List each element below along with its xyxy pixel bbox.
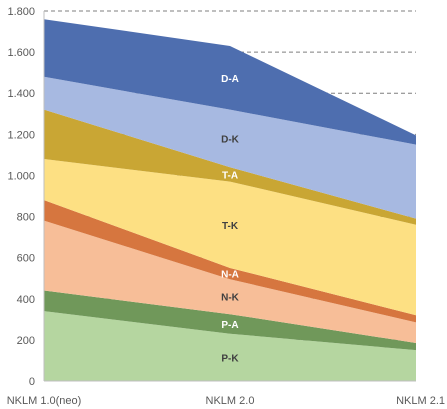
area-series <box>44 19 416 381</box>
area-d-k <box>44 76 416 219</box>
y-tick-label: 0 <box>29 376 35 388</box>
y-tick-label: 1.000 <box>7 170 35 182</box>
y-tick-label: 1.200 <box>7 129 35 141</box>
area-d-a <box>44 19 416 145</box>
y-axis-ticks: 0 200 400 600 800 1.000 1.200 1.400 1.600 1.800 <box>7 6 35 388</box>
y-tick-label: 800 <box>17 212 35 224</box>
y-tick-label: 1.400 <box>7 88 35 100</box>
area-t-k <box>44 159 416 316</box>
area-label-n-a: N-A <box>221 270 239 281</box>
x-tick-label: NKLM 1.0(neo) <box>7 395 82 407</box>
area-label-t-a: T-A <box>222 170 238 181</box>
area-label-d-k: D-K <box>221 134 240 145</box>
x-tick-label: NKLM 2.0 <box>206 395 255 407</box>
area-t-a <box>44 109 416 225</box>
y-tick-label: 1.800 <box>7 6 35 18</box>
area-n-k <box>44 220 416 343</box>
area-label-p-k: P-K <box>221 353 239 364</box>
x-axis-ticks: NKLM 1.0(neo) NKLM 2.0 NKLM 2.1 <box>7 395 445 407</box>
area-label-p-a: P-A <box>221 320 238 331</box>
y-tick-label: 1.600 <box>7 47 35 59</box>
area-label-t-k: T-K <box>222 221 239 232</box>
area-label-n-k: N-K <box>221 293 240 304</box>
area-p-k <box>44 311 416 381</box>
y-tick-label: 200 <box>17 335 35 347</box>
area-n-a <box>44 200 416 323</box>
area-p-a <box>44 290 416 351</box>
y-tick-label: 400 <box>17 294 35 306</box>
area-labels: P-K P-A N-K N-A T-K T-A D-K D-A <box>221 74 240 365</box>
area-label-d-a: D-A <box>221 74 239 85</box>
x-tick-label: NKLM 2.1 <box>396 395 445 407</box>
y-tick-label: 600 <box>17 253 35 265</box>
axes <box>43 11 416 382</box>
